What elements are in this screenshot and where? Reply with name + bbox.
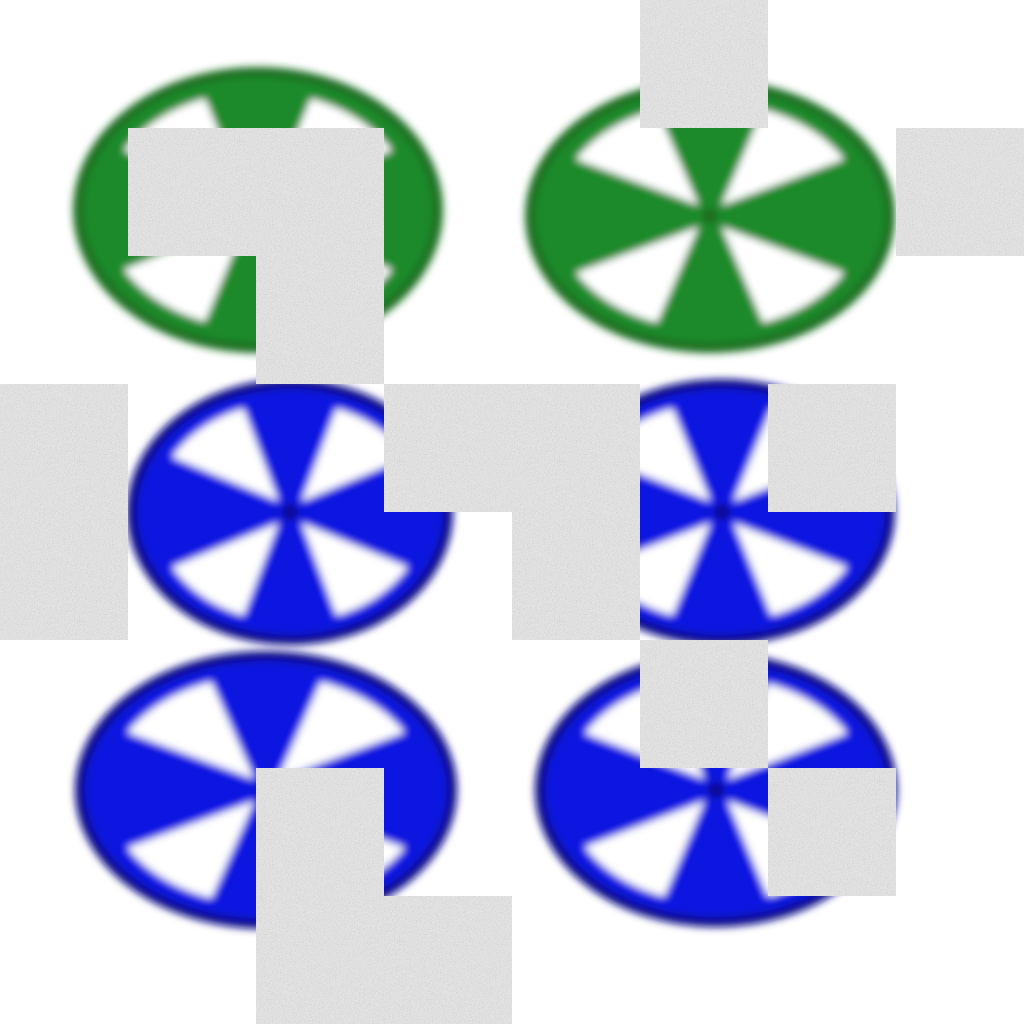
wheel-hub bbox=[282, 504, 298, 520]
wheel-gap bbox=[172, 522, 279, 616]
wheel-hub bbox=[708, 782, 724, 798]
wheel-hub bbox=[714, 504, 730, 520]
noise-tile bbox=[512, 512, 640, 640]
noise-tile bbox=[128, 128, 256, 256]
wheel-gap bbox=[584, 800, 705, 897]
wheel-gap bbox=[127, 800, 255, 899]
noise-tile bbox=[768, 768, 896, 896]
wheel-gap bbox=[733, 522, 848, 616]
noise-tile bbox=[256, 896, 384, 1024]
noise-tile bbox=[256, 768, 384, 896]
noise-tile bbox=[896, 128, 1024, 256]
wheel-gap bbox=[575, 226, 699, 323]
noise-tile bbox=[640, 0, 768, 128]
noise-tile bbox=[512, 384, 640, 512]
noise-tile bbox=[640, 640, 768, 768]
noise-tile bbox=[384, 896, 512, 1024]
noise-tile bbox=[0, 512, 128, 640]
wheel-gap bbox=[721, 109, 845, 206]
noise-tile bbox=[256, 128, 384, 256]
noise-tile bbox=[384, 384, 512, 512]
wheel-gap bbox=[172, 408, 279, 502]
wheel-gap bbox=[127, 681, 255, 780]
wheel-gap bbox=[301, 408, 408, 502]
wheel-gap bbox=[575, 109, 699, 206]
wheel-gap bbox=[721, 226, 845, 323]
wheel-gap bbox=[301, 522, 408, 616]
noise-tile bbox=[768, 384, 896, 512]
noise-tile bbox=[256, 256, 384, 384]
noise-tile bbox=[0, 384, 128, 512]
wheel-gap bbox=[277, 681, 405, 780]
wheel-top-right bbox=[525, 79, 895, 353]
wheel-hub bbox=[702, 208, 718, 224]
